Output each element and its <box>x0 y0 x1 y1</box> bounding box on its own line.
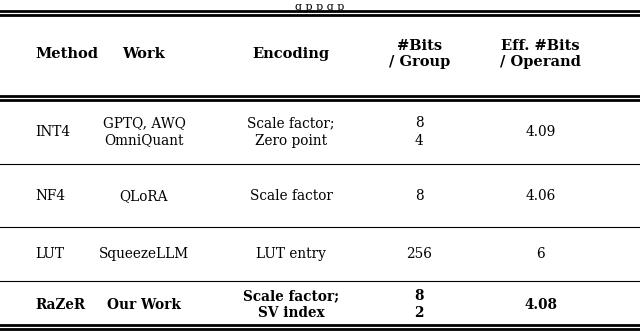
Text: INT4: INT4 <box>35 125 70 139</box>
Text: 256: 256 <box>406 247 432 261</box>
Text: Scale factor: Scale factor <box>250 189 333 203</box>
Text: GPTQ, AWQ
OmniQuant: GPTQ, AWQ OmniQuant <box>102 116 186 148</box>
Text: Scale factor;
SV index: Scale factor; SV index <box>243 289 339 320</box>
Text: 8
2: 8 2 <box>415 289 424 320</box>
Text: LUT entry: LUT entry <box>256 247 326 261</box>
Text: NF4: NF4 <box>35 189 65 203</box>
Text: Scale factor;
Zero point: Scale factor; Zero point <box>248 116 335 148</box>
Text: 6: 6 <box>536 247 545 261</box>
Text: #Bits
/ Group: #Bits / Group <box>388 39 450 69</box>
Text: 4.09: 4.09 <box>525 125 556 139</box>
Text: SqueezeLLM: SqueezeLLM <box>99 247 189 261</box>
Text: QLoRA: QLoRA <box>120 189 168 203</box>
Text: 8: 8 <box>415 189 424 203</box>
Text: 8
4: 8 4 <box>415 116 424 148</box>
Text: 4.06: 4.06 <box>525 189 556 203</box>
Text: Our Work: Our Work <box>107 297 181 312</box>
Text: LUT: LUT <box>35 247 64 261</box>
Text: Method: Method <box>35 47 98 61</box>
Text: Encoding: Encoding <box>253 47 330 61</box>
Text: RaZeR: RaZeR <box>35 297 85 312</box>
Text: Eff. #Bits
/ Operand: Eff. #Bits / Operand <box>500 39 581 69</box>
Text: 4.08: 4.08 <box>524 297 557 312</box>
Text: g p p g p: g p p g p <box>295 2 345 12</box>
Text: Work: Work <box>123 47 165 61</box>
